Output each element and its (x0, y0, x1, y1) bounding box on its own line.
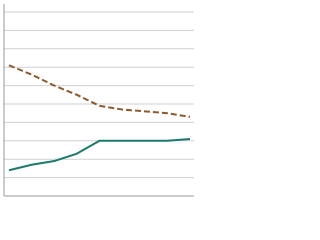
series-line (8, 64, 191, 118)
series-line (8, 137, 191, 172)
chart (3, 4, 194, 197)
page: {"chart_data": {"type": "line", "categor… (3, 4, 194, 197)
